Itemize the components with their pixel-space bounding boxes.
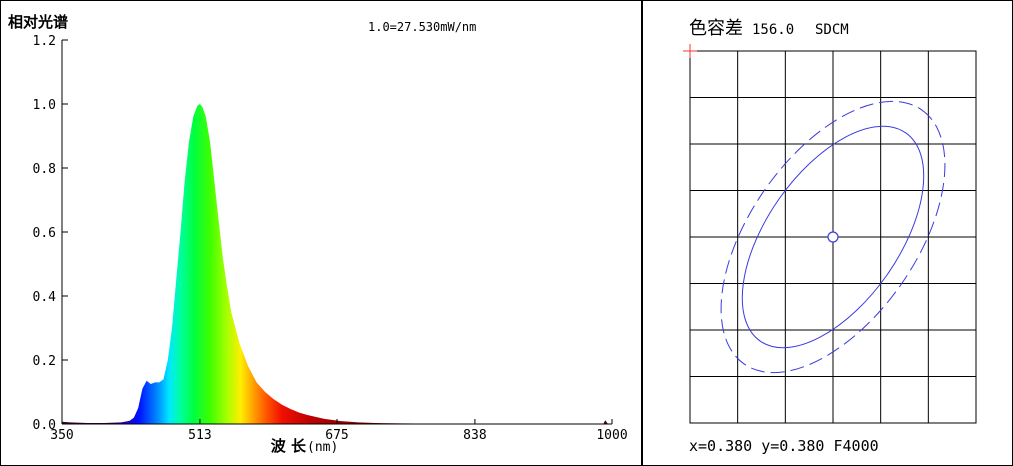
x-label-cn: 波 长 — [271, 437, 307, 455]
y-tick-label: 0.8 — [33, 162, 56, 177]
panel-divider — [641, 0, 643, 466]
spectrum-chart: 相对光谱 1.0=27.530mW/nm 0.0 0.2 0.4 0.6 0.8 1.0 1… — [8, 13, 628, 455]
tolerance-ellipse-inner — [741, 125, 925, 349]
y-tick-label: 0.4 — [33, 290, 57, 305]
tolerance-ellipse-outer — [720, 100, 946, 374]
sdcm-unit: SDCM — [815, 22, 849, 38]
y-tick-label: 0.6 — [33, 226, 56, 241]
x-label-unit: (nm) — [307, 440, 338, 455]
y-ticks: 0.0 0.2 0.4 0.6 0.8 1.0 1.2 — [33, 34, 68, 433]
y-tick-label: 0.2 — [33, 354, 56, 369]
center-point — [827, 231, 839, 243]
y-tick-label: 1.2 — [33, 34, 56, 49]
sdcm-title: 色容差 — [689, 18, 743, 39]
x-tick-label: 350 — [50, 428, 73, 443]
y-tick-label: 1.0 — [33, 98, 56, 113]
sdcm-value: 156.0 — [752, 22, 794, 38]
spectrum-area — [62, 104, 612, 424]
chromaticity-coords: x=0.380 y=0.380 F4000 — [689, 437, 879, 455]
y-tick-label: 0.0 — [33, 418, 56, 433]
x-tick-label: 1000 — [596, 428, 627, 443]
x-tick-label: 675 — [325, 428, 348, 443]
x-tick-label: 838 — [463, 428, 486, 443]
scale-note: 1.0=27.530mW/nm — [368, 20, 476, 34]
sdcm-chart: 色容差 156.0 SDCM x=0.380 y=0.380 F4000 — [683, 18, 977, 455]
chart-title: 相对光谱 — [8, 13, 68, 31]
x-ticks: 350 513 675 838 1000 — [50, 419, 628, 443]
x-tick-label: 513 — [188, 428, 211, 443]
